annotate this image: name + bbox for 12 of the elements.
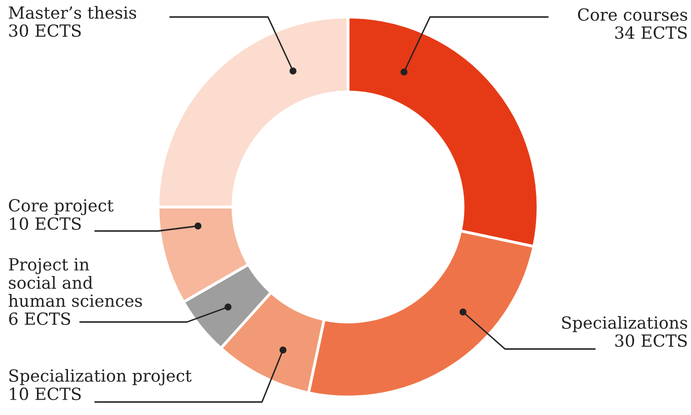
slice-label: Specializations: [562, 316, 688, 332]
slice-label: Specialization project: [9, 369, 192, 386]
slice-label: Core project: [8, 199, 114, 216]
data-label: 6 ECTS: [9, 312, 70, 325]
slice-label: Core courses: [578, 8, 688, 21]
data-label: 34 ECTS: [615, 26, 687, 39]
slice-label: Master’s thesis: [8, 6, 136, 19]
data-label: 30 ECTS: [9, 24, 81, 37]
data-label: 10 ECTS: [10, 217, 81, 230]
data-label: 10 ECTS: [10, 388, 81, 400]
data-label: 30 ECTS: [615, 334, 687, 347]
slice-label: Project in social and human sciences: [8, 258, 142, 307]
